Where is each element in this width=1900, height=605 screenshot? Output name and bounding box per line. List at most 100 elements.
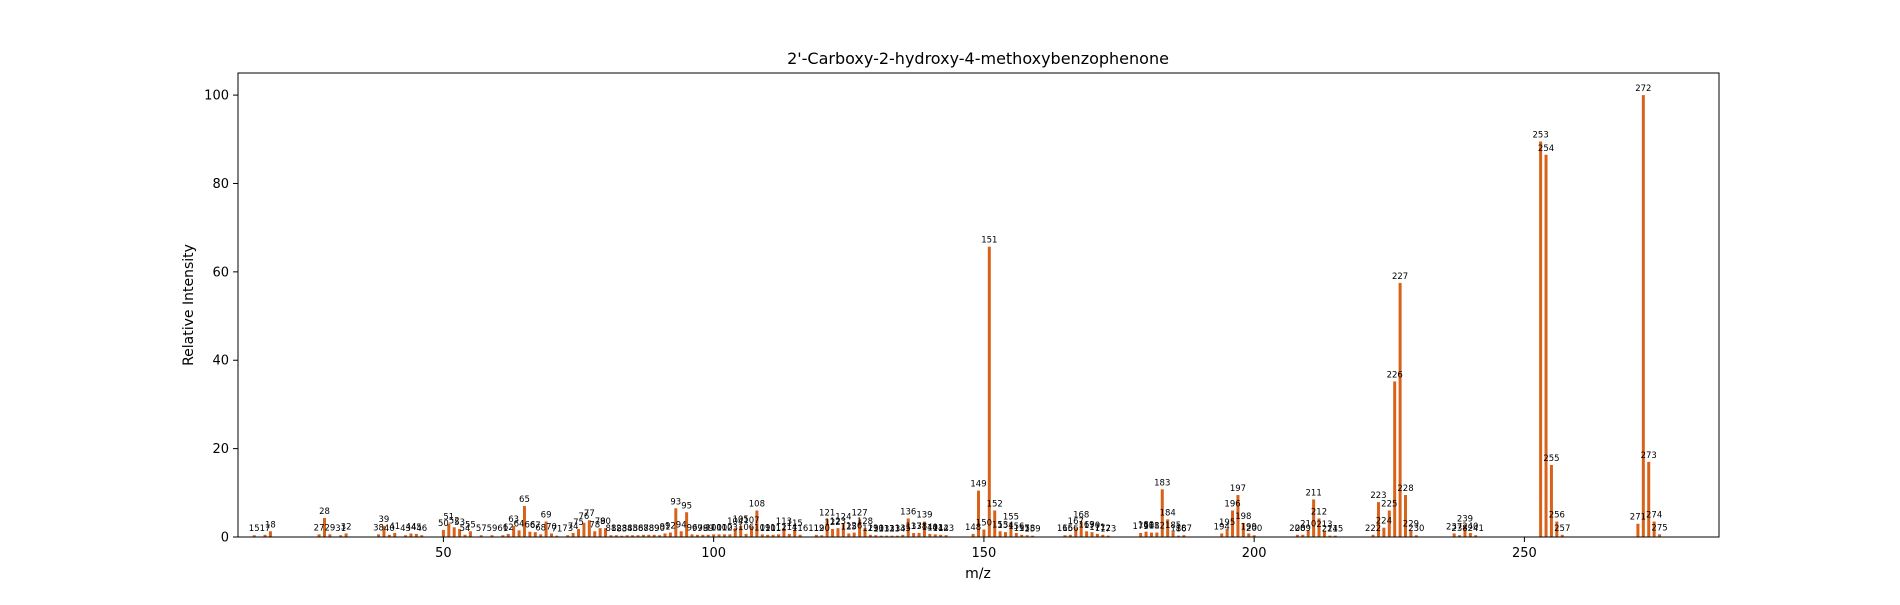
peak-label-208: 208: [1289, 524, 1305, 534]
peak-bar-222: [1371, 534, 1375, 537]
peak-label-173: 173: [1100, 525, 1116, 535]
peak-label-123: 123: [830, 517, 846, 527]
peak-bar-92: [668, 532, 672, 537]
peak-label-94: 94: [676, 520, 687, 530]
peak-label-200: 200: [1246, 524, 1262, 534]
peak-bar-84: [625, 535, 629, 537]
peak-label-150: 150: [976, 518, 992, 528]
peak-label-180: 180: [1138, 521, 1154, 531]
peak-label-195: 195: [1219, 518, 1235, 528]
peak-bar-208: [1295, 534, 1299, 537]
peak-label-114: 114: [781, 523, 797, 533]
peak-bar-194: [1220, 533, 1224, 537]
peak-label-194: 194: [1214, 522, 1230, 532]
peak-label-45: 45: [411, 523, 422, 533]
peak-bar-179: [1139, 533, 1143, 537]
peak-bar-87: [641, 534, 645, 537]
peak-bar-113: [782, 528, 786, 537]
peak-label-93: 93: [670, 497, 681, 507]
peak-label-62: 62: [503, 523, 514, 533]
peak-bar-41: [393, 533, 397, 537]
peak-label-154: 154: [997, 521, 1013, 531]
peak-label-87: 87: [638, 524, 649, 534]
peak-bar-214: [1328, 535, 1332, 537]
peak-bar-78: [593, 531, 597, 537]
peak-label-230: 230: [1408, 524, 1424, 534]
x-tick-label-150: 150: [971, 546, 996, 561]
peak-label-133: 133: [884, 525, 900, 535]
peak-label-156: 156: [1008, 522, 1024, 532]
peak-bar-152: [993, 510, 997, 537]
peak-label-32: 32: [341, 522, 352, 532]
peak-label-64: 64: [514, 519, 525, 529]
peak-bar-50: [441, 529, 445, 537]
peak-bar-159: [1031, 535, 1035, 537]
peak-bar-213: [1322, 530, 1326, 537]
peak-label-184: 184: [1160, 508, 1176, 518]
peak-bar-65: [522, 506, 526, 537]
peak-bar-274: [1652, 521, 1656, 537]
peak-bar-45: [414, 533, 418, 537]
peak-bar-71: [555, 535, 559, 537]
peak-bar-39: [382, 525, 386, 537]
peak-label-81: 81: [606, 524, 617, 534]
peak-bar-223: [1376, 502, 1380, 537]
peak-label-255: 255: [1543, 454, 1559, 464]
peak-label-275: 275: [1651, 523, 1667, 533]
peak-bar-129: [868, 534, 872, 537]
peak-label-95: 95: [681, 501, 692, 511]
peak-label-168: 168: [1073, 511, 1089, 521]
peak-label-40: 40: [384, 524, 395, 534]
peak-label-66: 66: [524, 521, 535, 531]
peak-label-185: 185: [1165, 521, 1181, 531]
peak-bar-239: [1463, 525, 1467, 537]
peak-bar-83: [620, 535, 624, 537]
peak-label-254: 254: [1538, 144, 1554, 154]
peak-bar-139: [922, 521, 926, 537]
peak-bar-135: [901, 534, 905, 537]
y-tick-label-80: 80: [212, 177, 229, 192]
peak-bar-200: [1252, 535, 1256, 537]
peak-bar-181: [1149, 532, 1153, 537]
peak-bar-257: [1560, 534, 1564, 537]
peak-label-55: 55: [465, 520, 476, 530]
peak-bar-126: [852, 532, 856, 537]
peak-bar-130: [874, 535, 878, 537]
peak-label-124: 124: [835, 513, 851, 523]
peak-label-17: 17: [260, 524, 271, 534]
peak-label-105: 105: [733, 515, 749, 525]
peak-label-215: 215: [1327, 525, 1343, 535]
peak-label-98: 98: [697, 524, 708, 534]
peak-bar-153: [998, 531, 1002, 537]
peak-label-125: 125: [841, 522, 857, 532]
peak-bar-143: [944, 535, 948, 537]
x-tick-label-50: 50: [435, 546, 452, 561]
peak-label-106: 106: [738, 523, 754, 533]
peak-bar-102: [722, 534, 726, 537]
peak-bar-225: [1387, 510, 1391, 537]
peak-bar-40: [387, 534, 391, 537]
peak-label-169: 169: [1078, 520, 1094, 530]
peak-label-137: 137: [906, 522, 922, 532]
peak-label-149: 149: [970, 480, 986, 490]
peak-bar-31: [339, 535, 343, 537]
peak-bar-79: [598, 528, 602, 537]
peak-label-238: 238: [1451, 524, 1467, 534]
peak-bar-210: [1306, 530, 1310, 537]
peak-bar-112: [777, 534, 781, 537]
peak-label-41: 41: [389, 522, 400, 532]
peak-label-67: 67: [530, 521, 541, 531]
peak-bar-151: [987, 246, 991, 538]
peak-bar-96: [690, 534, 694, 537]
peak-label-78: 78: [589, 520, 600, 530]
peak-bar-121: [825, 519, 829, 537]
peak-bar-81: [609, 535, 613, 537]
peak-bar-127: [858, 519, 862, 537]
peak-label-227: 227: [1392, 272, 1408, 282]
peak-bar-86: [636, 535, 640, 537]
peak-bar-131: [879, 535, 883, 537]
peak-label-85: 85: [627, 524, 638, 534]
peak-bar-254: [1544, 154, 1548, 537]
